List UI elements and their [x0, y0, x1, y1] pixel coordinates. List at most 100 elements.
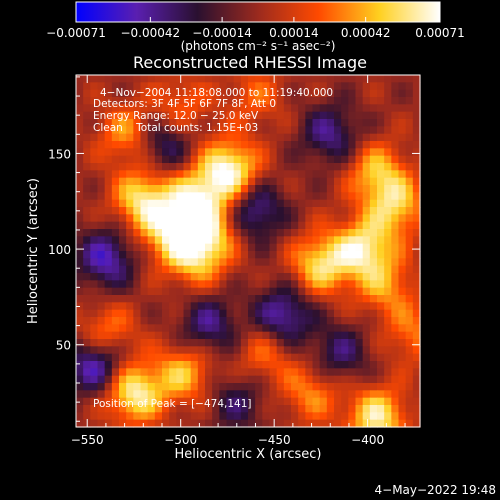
heatmap-cell: [97, 82, 106, 91]
heatmap-cell: [326, 133, 335, 142]
heatmap-cell: [362, 295, 371, 303]
heatmap-cell: [140, 368, 149, 377]
heatmap-cell: [240, 317, 249, 325]
heatmap-cell: [212, 353, 220, 362]
heatmap-cell: [255, 243, 263, 252]
heatmap-cell: [298, 207, 306, 215]
heatmap-cell: [398, 207, 407, 215]
heatmap-cell: [97, 177, 106, 186]
heatmap-cell: [147, 170, 156, 179]
heatmap-cell: [341, 163, 349, 171]
heatmap-cell: [104, 412, 113, 421]
heatmap-cell: [212, 214, 220, 223]
heatmap-cell: [126, 287, 134, 296]
heatmap-cell: [83, 324, 91, 333]
heatmap-cell: [83, 236, 91, 245]
heatmap-cell: [269, 383, 278, 391]
heatmap-cell: [269, 214, 278, 223]
heatmap-cell: [169, 89, 177, 98]
heatmap-cell: [233, 155, 242, 164]
heatmap-cell: [405, 390, 414, 399]
heatmap-cell: [298, 126, 306, 135]
heatmap-cell: [83, 221, 91, 230]
heatmap-cell: [111, 295, 120, 303]
heatmap-cell: [398, 317, 407, 325]
heatmap-cell: [162, 265, 170, 274]
heatmap-cell: [133, 295, 142, 303]
heatmap-cell: [226, 214, 235, 223]
heatmap-cell: [384, 141, 392, 149]
heatmap-cell: [355, 221, 364, 230]
heatmap-cell: [104, 280, 113, 289]
heatmap-cell: [133, 111, 142, 120]
heatmap-cell: [90, 295, 99, 303]
heatmap-cell: [197, 243, 206, 252]
heatmap-cell: [83, 390, 91, 399]
heatmap-cell: [341, 295, 349, 303]
heatmap-cell: [362, 236, 371, 245]
heatmap-cell: [283, 214, 292, 223]
heatmap-cell: [348, 82, 357, 91]
heatmap-cell: [269, 295, 278, 303]
heatmap-cell: [183, 170, 192, 179]
heatmap-cell: [283, 221, 292, 230]
heatmap-cell: [147, 89, 156, 98]
heatmap-cell: [169, 177, 177, 186]
heatmap-cell: [334, 192, 342, 201]
heatmap-cell: [240, 353, 249, 362]
heatmap-cell: [305, 317, 314, 325]
heatmap-cell: [233, 280, 242, 289]
heatmap-cell: [133, 97, 142, 105]
heatmap-cell: [119, 170, 127, 179]
heatmap-cell: [104, 214, 113, 223]
heatmap-cell: [248, 339, 256, 347]
heatmap-cell: [283, 141, 292, 149]
heatmap-cell: [283, 295, 292, 303]
y-tick-label: 150: [48, 147, 71, 161]
heatmap-cell: [154, 177, 163, 186]
heatmap-cell: [111, 419, 120, 428]
heatmap-cell: [140, 353, 149, 362]
heatmap-cell: [183, 119, 192, 127]
heatmap-cell: [76, 251, 84, 259]
heatmap-cell: [126, 251, 134, 259]
heatmap-cell: [233, 163, 242, 171]
heatmap-cell: [255, 185, 263, 193]
heatmap-cell: [291, 89, 299, 98]
heatmap-cell: [97, 361, 106, 369]
heatmap-cell: [240, 251, 249, 259]
heatmap-cell: [348, 177, 357, 186]
heatmap-cell: [319, 133, 328, 142]
heatmap-cell: [183, 199, 192, 208]
heatmap-cell: [348, 163, 357, 171]
heatmap-cell: [262, 148, 271, 157]
heatmap-cell: [104, 111, 113, 120]
heatmap-cell: [341, 287, 349, 296]
heatmap-cell: [276, 405, 285, 413]
heatmap-cell: [248, 346, 256, 355]
heatmap-cell: [412, 214, 421, 223]
heatmap-cell: [262, 104, 271, 113]
heatmap-cell: [133, 199, 142, 208]
heatmap-cell: [326, 170, 335, 179]
heatmap-cell: [355, 119, 364, 127]
heatmap-cell: [255, 89, 263, 98]
heatmap-cell: [276, 295, 285, 303]
heatmap-cell: [326, 324, 335, 333]
heatmap-cell: [276, 280, 285, 289]
heatmap-cell: [319, 82, 328, 91]
heatmap-cell: [412, 302, 421, 311]
heatmap-cell: [312, 104, 321, 113]
heatmap-cell: [205, 412, 213, 421]
heatmap-cell: [312, 346, 321, 355]
heatmap-cell: [355, 383, 364, 391]
heatmap-cell: [269, 199, 278, 208]
heatmap-cell: [291, 405, 299, 413]
heatmap-cell: [226, 412, 235, 421]
heatmap-cell: [97, 89, 106, 98]
heatmap-cell: [212, 258, 220, 267]
heatmap-cell: [205, 324, 213, 333]
heatmap-cell: [405, 89, 414, 98]
heatmap-cell: [233, 229, 242, 237]
heatmap-cell: [334, 419, 342, 428]
